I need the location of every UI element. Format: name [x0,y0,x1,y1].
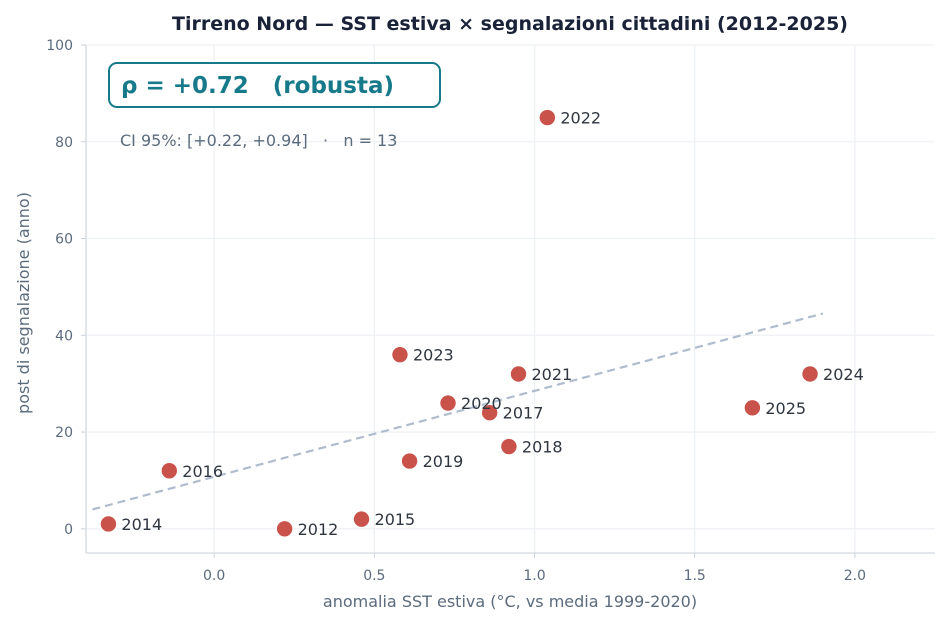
point-label: 2017 [503,404,544,423]
x-tick-label: 0.0 [203,568,225,584]
y-tick-label: 100 [46,38,73,54]
data-point [480,403,499,422]
data-point [159,461,179,481]
data-point [800,364,820,384]
data-point [400,451,419,471]
tick-labels: 0.0 0.5 1.0 1.5 2.0 0 20 40 60 80 100 [46,38,866,584]
point-label: 2020 [461,394,502,413]
point-label: 2023 [413,346,454,365]
x-tick-label: 0.5 [363,568,385,584]
y-tick-label: 80 [55,135,73,151]
data-point [438,393,458,413]
point-label: 2022 [560,109,601,128]
x-tick-label: 1.0 [523,568,545,584]
point-label: 2019 [423,452,464,471]
data-point [275,519,294,539]
chart-title: Tirreno Nord — SST estiva × segnalazioni… [172,13,848,35]
point-label: 2021 [532,365,573,384]
correlation-box [108,62,441,108]
y-tick-label: 0 [64,522,73,538]
y-tick-label: 40 [55,328,73,344]
x-axis-label: anomalia SST estiva (°C, vs media 1999-2… [323,592,697,611]
data-point [509,364,528,384]
axes [81,44,935,558]
trend-line [92,312,824,511]
point-label: 2024 [823,365,864,384]
data-point [352,509,371,529]
correlation-value: ρ = +0.72 (robusta) [121,73,394,99]
point-label: 2012 [298,520,339,539]
data-point [743,398,762,418]
x-tick-label: 2.0 [844,568,866,584]
data-point [390,345,410,364]
data-point [538,108,557,127]
point-label: 2018 [522,438,563,457]
data-point [499,437,519,456]
point-label: 2016 [182,462,223,481]
point-label: 2025 [765,399,806,418]
point-label: 2014 [121,515,162,534]
data-point [99,514,118,534]
data-points: 2012 2014 2015 2016 2017 2018 2019 2020 2021 2022… [99,108,864,539]
grid-lines [86,44,935,553]
x-tick-label: 1.5 [684,568,706,584]
y-tick-label: 20 [55,425,73,441]
point-label: 2015 [375,510,416,529]
confidence-interval: CI 95%: [+0.22, +0.94] · n = 13 [120,131,397,150]
y-axis-label: post di segnalazione (anno) [14,192,33,414]
y-tick-label: 60 [55,232,73,248]
